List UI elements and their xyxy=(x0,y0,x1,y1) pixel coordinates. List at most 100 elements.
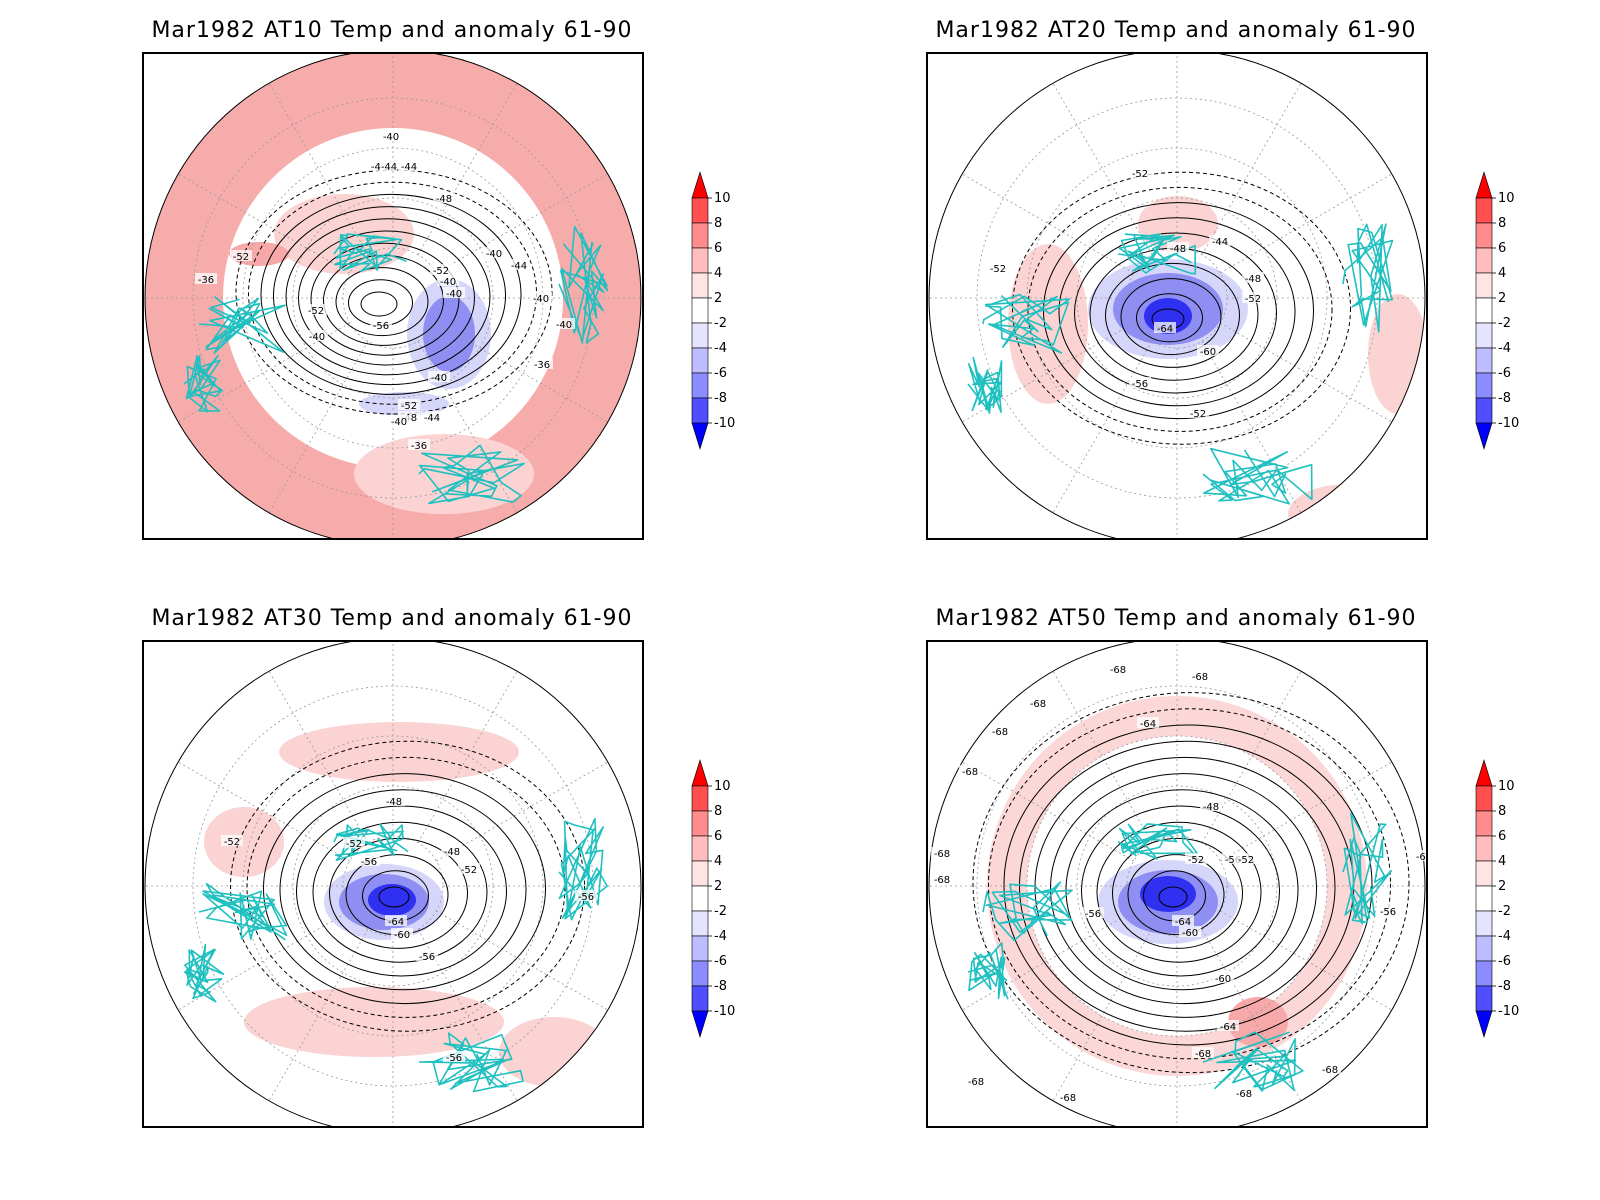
contour-label: -68 xyxy=(1110,665,1126,676)
contour-label-bg xyxy=(965,1075,987,1086)
colorbar-label: 4 xyxy=(1498,854,1506,869)
map-layers xyxy=(928,642,1426,1126)
colorbar-arrow-bottom xyxy=(691,422,709,451)
contour-label: -52 xyxy=(433,266,449,277)
contour-label-bg xyxy=(1137,717,1159,728)
anomaly-area xyxy=(274,194,414,274)
contour-line xyxy=(1027,186,1333,432)
contour-label-bg xyxy=(1192,1047,1214,1058)
colorbar-label: 2 xyxy=(1498,879,1506,894)
contour-label-bg xyxy=(931,873,953,884)
panel-title: Mar1982 AT10 Temp and anomaly 61-90 xyxy=(151,18,633,43)
contour-label: -64 xyxy=(1175,917,1191,928)
colorbar-label: -10 xyxy=(714,416,735,431)
contour-label-bg xyxy=(1217,1020,1239,1031)
contour-line xyxy=(972,692,1410,1074)
contour-label-bg xyxy=(483,247,505,258)
contour-line xyxy=(378,886,410,908)
contour-label-bg xyxy=(1172,915,1194,926)
contour-label: -52 xyxy=(461,865,477,876)
polar-map: -48-52 -52-56-48-52-64-60-56-56-56 xyxy=(144,642,642,1126)
anomaly-area xyxy=(1288,484,1408,538)
colorbar-label: 6 xyxy=(714,241,722,256)
contour-label-bg xyxy=(1057,1091,1079,1102)
colorbar-label: -10 xyxy=(1498,416,1519,431)
contour-line xyxy=(988,708,1391,1060)
contour-label: -52 xyxy=(1245,294,1261,305)
contour-label-bg xyxy=(391,928,413,939)
colorbar-label: -2 xyxy=(714,904,727,919)
contour-label: -56 xyxy=(419,952,435,963)
meridian-line xyxy=(1046,72,1153,255)
meridian-line xyxy=(1201,929,1308,1112)
colorbar-cell xyxy=(1475,885,1493,912)
contour-line xyxy=(1120,278,1222,356)
contour-label: -52 xyxy=(308,306,324,317)
contour-line xyxy=(348,279,413,327)
contour-line xyxy=(1050,773,1317,1005)
colorbar-label: -4 xyxy=(714,929,727,944)
map-frame: -52 -52 -48 -44 -48 -52 -64 -60 -56 -52 xyxy=(926,52,1428,540)
contour-label-bg xyxy=(987,262,1009,273)
colorbar-label: -4 xyxy=(714,341,727,356)
contour-label: -64 xyxy=(1157,324,1173,335)
meridian-line xyxy=(436,322,619,429)
coastline-path xyxy=(1117,823,1198,860)
colorbar-cell xyxy=(691,297,709,324)
colorbar-arrow-top xyxy=(1475,758,1493,787)
contour-label: -52 xyxy=(401,401,417,412)
contour-label: -48 xyxy=(1203,802,1219,813)
colorbar-label: -6 xyxy=(714,366,727,381)
contour-label: -60 xyxy=(1182,928,1198,939)
colorbar: 10 8 6 4 2 -2 -4 -6 -8 -10 xyxy=(1470,758,1530,1040)
colorbar-label: 8 xyxy=(714,804,722,819)
colorbar-label: 4 xyxy=(1498,266,1506,281)
contour-line xyxy=(1127,854,1225,936)
contour-line xyxy=(1081,805,1280,977)
contour-label: -52 xyxy=(1190,409,1206,420)
contour-label-bg xyxy=(458,863,480,874)
contour-line xyxy=(248,181,537,405)
contour-label: -68 xyxy=(1195,1049,1211,1060)
anomaly-area xyxy=(204,807,284,877)
contour-label-bg xyxy=(1179,926,1201,937)
meridian-line xyxy=(436,910,619,1017)
contour-label: -60 xyxy=(1215,974,1231,985)
colorbar-label: 8 xyxy=(714,216,722,231)
colorbar: 10 8 6 4 2 -2 -4 -6 -8 -10 xyxy=(686,170,746,452)
colorbar-label: 10 xyxy=(714,191,731,206)
coastline-path xyxy=(183,943,225,1003)
contour-line xyxy=(1074,232,1277,394)
contour-label: -56 xyxy=(1380,907,1396,918)
contour-line xyxy=(1003,724,1373,1046)
colorbar-label: 8 xyxy=(1498,216,1506,231)
contour-label: -68 xyxy=(1192,672,1208,683)
map-boundary xyxy=(928,642,1426,1126)
colorbar-label: -8 xyxy=(1498,979,1511,994)
anomaly-area xyxy=(244,987,504,1057)
colorbar-label: -8 xyxy=(714,391,727,406)
contour-label-bg xyxy=(531,358,553,369)
contour-label: -64 xyxy=(388,917,404,928)
map-frame: -40 -4-44 -44 -48 -52 -36 -52 -40 -40 -40 -44 -56 -5… xyxy=(142,52,644,540)
colorbar-label: -6 xyxy=(714,954,727,969)
contour-line xyxy=(1136,293,1203,343)
colorbar-label: -10 xyxy=(714,1004,735,1019)
contour-line xyxy=(1058,217,1296,407)
contour-label-bg xyxy=(421,411,443,422)
contour-label: -68 xyxy=(992,727,1008,738)
colorbar-label: 6 xyxy=(1498,241,1506,256)
contour-line xyxy=(260,193,522,395)
colorbar-svg: 10 8 6 4 2 -2 -4 -6 -8 -10 xyxy=(691,170,735,451)
colorbar-cell xyxy=(1475,322,1493,349)
meridian-line xyxy=(1046,929,1153,1112)
contour-line xyxy=(1096,821,1262,963)
colorbar-cell xyxy=(1475,372,1493,399)
colorbar-cell xyxy=(691,397,709,424)
contour-label: -44 xyxy=(401,162,417,173)
anomaly-area xyxy=(279,722,519,782)
anomaly-area xyxy=(423,296,475,372)
coastline-path xyxy=(982,293,1070,354)
map-layers xyxy=(144,642,642,1126)
contour-label-bg xyxy=(1154,322,1176,333)
